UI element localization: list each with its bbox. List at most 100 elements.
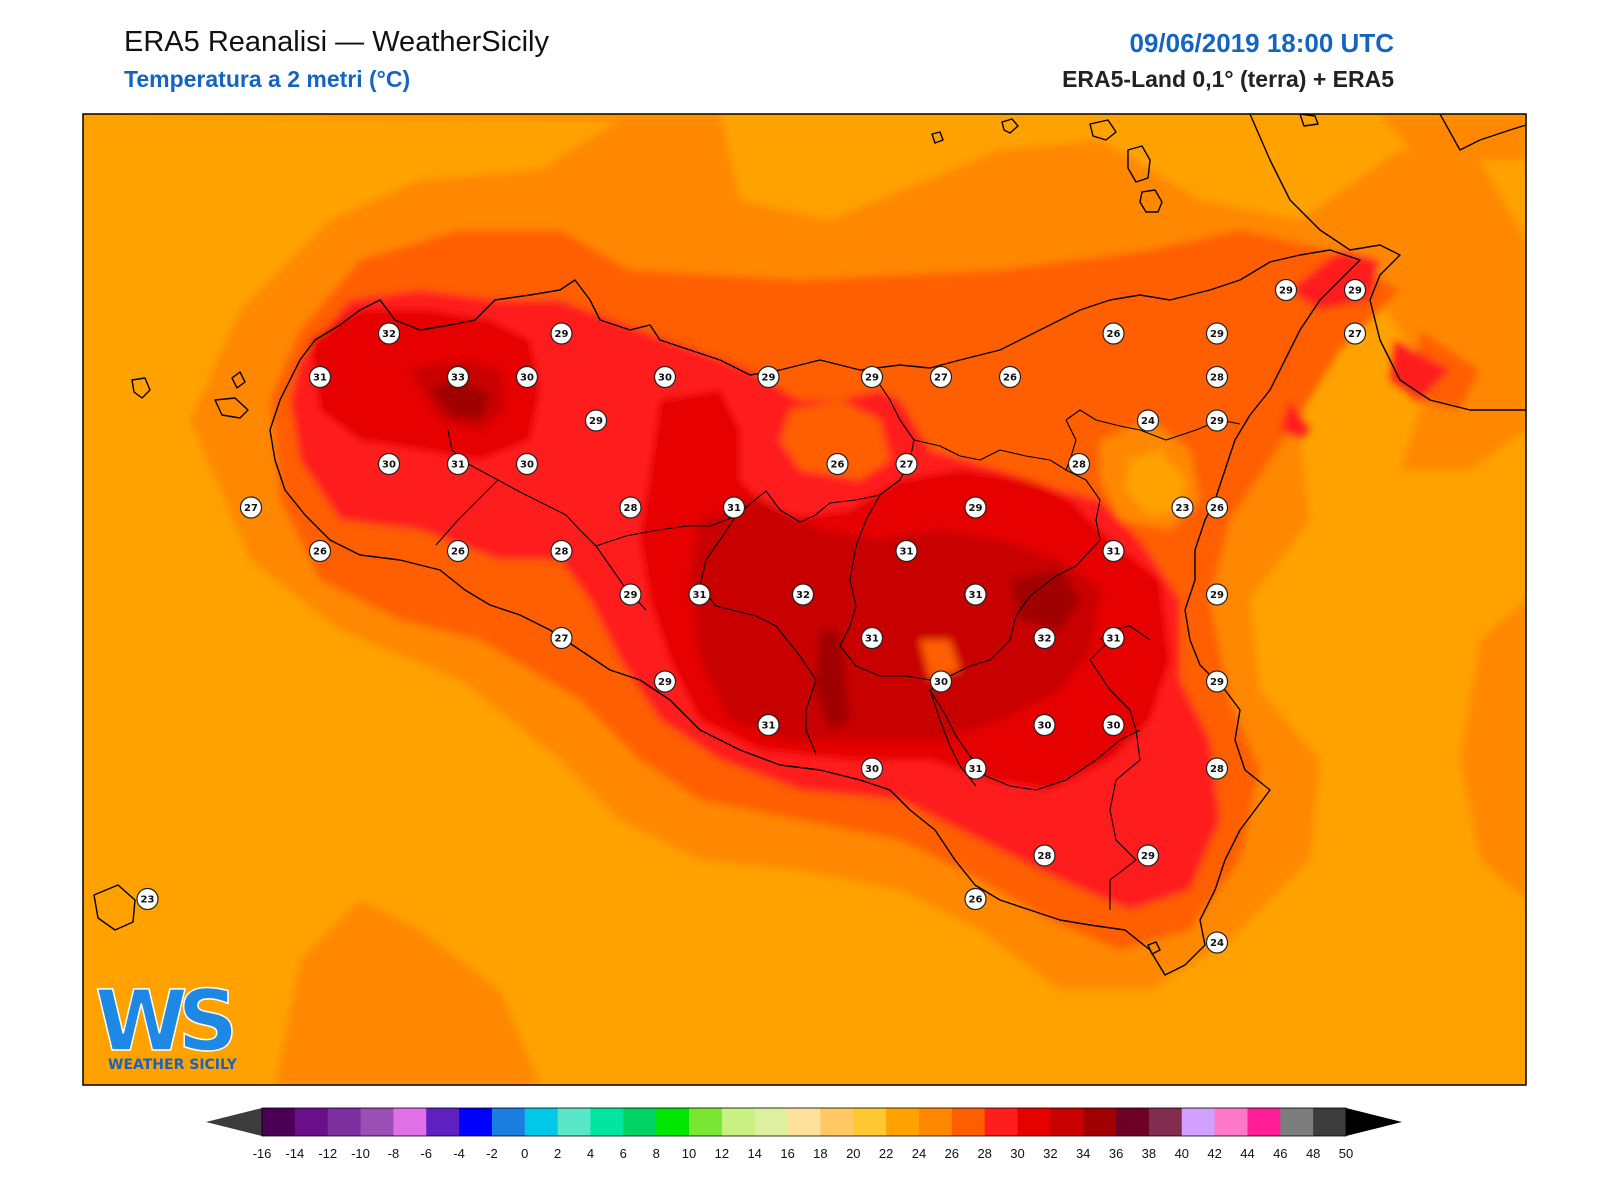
station-marker: 26 (826, 452, 849, 476)
island-alicudi (1001, 118, 1019, 134)
station-value: 31 (727, 503, 741, 514)
station-marker: 26 (964, 887, 987, 911)
station-circle (653, 670, 677, 693)
station-circle (377, 322, 401, 345)
map-subtitle: Temperatura a 2 metri (°C) (124, 66, 411, 92)
station-marker: 32 (1033, 626, 1056, 650)
station-circle (722, 496, 746, 519)
station-circle (515, 452, 539, 476)
station-circle (1205, 670, 1229, 693)
station-value: 29 (555, 329, 569, 340)
station-value: 31 (900, 547, 914, 558)
station-circle (1033, 626, 1056, 650)
colorbar-tick-label: -8 (388, 1146, 400, 1161)
station-value: 27 (934, 373, 948, 384)
station-value: 26 (969, 895, 983, 906)
station-value: 29 (624, 590, 638, 601)
island-ustica (931, 131, 944, 144)
station-circle (550, 539, 573, 563)
station-marker: 29 (1274, 278, 1298, 302)
station-value: 23 (141, 895, 155, 906)
station-marker: 30 (860, 757, 884, 780)
station-marker: 26 (998, 365, 1022, 389)
colorbar-tick-label: 0 (521, 1146, 528, 1161)
station-circle (1205, 322, 1229, 345)
colorbar-tick-label: 16 (780, 1146, 794, 1161)
colorbar-tick-label: 42 (1207, 1146, 1221, 1161)
station-circle (653, 365, 677, 389)
station-marker: 29 (584, 409, 608, 432)
station-marker: 30 (515, 452, 539, 476)
station-circle (688, 583, 711, 606)
colorbar-tick-label: 36 (1109, 1146, 1123, 1161)
station-marker: 33 (446, 365, 470, 389)
field-32-center (690, 500, 1100, 740)
colorbar-cell (426, 1108, 460, 1136)
colorbar-cell (459, 1108, 493, 1136)
station-value: 29 (1210, 677, 1224, 688)
station-value: 29 (1279, 286, 1293, 297)
station-circle (860, 626, 884, 650)
station-value: 30 (382, 460, 396, 471)
station-marker: 30 (1102, 713, 1125, 737)
station-circle (1205, 409, 1229, 432)
station-value: 29 (1210, 329, 1224, 340)
valid-datetime: 09/06/2019 18:00 UTC (1129, 28, 1394, 58)
colorbar-cell (1247, 1108, 1281, 1136)
station-value: 24 (1141, 416, 1155, 427)
station-circle (550, 322, 573, 345)
colorbar-cell (360, 1108, 394, 1136)
station-value: 30 (865, 764, 879, 775)
station-value: 26 (451, 547, 465, 558)
border-palermo-agrigento (497, 479, 647, 611)
station-marker: 29 (1136, 844, 1160, 867)
island-favignana (214, 397, 249, 419)
colorbar-tick-label: 6 (620, 1146, 627, 1161)
colorbar-cell (951, 1108, 986, 1136)
station-marker: 31 (688, 583, 711, 606)
station-value: 30 (520, 373, 534, 384)
colorbar-cell (656, 1108, 690, 1136)
colorbar-tick-label: 18 (813, 1146, 827, 1161)
colorbar-tick-label: 12 (715, 1146, 729, 1161)
station-value: 26 (1107, 329, 1121, 340)
station-circle (895, 539, 918, 563)
station-value: 32 (796, 590, 810, 601)
station-circle (1343, 278, 1367, 302)
dataset-label: ERA5-Land 0,1° (terra) + ERA5 (1062, 66, 1394, 92)
field-34-west (430, 380, 490, 420)
colorbar-cell (1181, 1108, 1216, 1136)
station-circle (1205, 757, 1229, 780)
station-value: 26 (831, 460, 845, 471)
station-circle (1102, 626, 1125, 650)
field-24-east (1460, 600, 1526, 900)
station-marker: 27 (239, 496, 263, 519)
station-value: 29 (1210, 416, 1224, 427)
station-marker: 23 (136, 887, 159, 911)
colorbar-cell (294, 1108, 329, 1136)
colorbar-cell (557, 1108, 591, 1136)
colorbar-cell (262, 1108, 296, 1136)
island-capo-passero (1147, 941, 1161, 955)
station-marker: 29 (860, 365, 884, 389)
colorbar-tick-label: 20 (846, 1146, 860, 1161)
station-circle (308, 539, 332, 563)
station-marker: 26 (308, 539, 332, 563)
island-pantelleria (93, 884, 136, 931)
island-levanzo (231, 371, 246, 389)
colorbar-cell (327, 1108, 362, 1136)
field-26-spot-south (920, 640, 960, 680)
colorbar-tick-label: 28 (977, 1146, 991, 1161)
station-marker: 24 (1205, 931, 1229, 954)
station-circle (1205, 583, 1229, 606)
colorbar-tick-label: 2 (554, 1146, 561, 1161)
colorbar-cell (984, 1108, 1019, 1136)
colorbar-tick-label: -12 (318, 1146, 337, 1161)
colorbar-tick-label: -6 (420, 1146, 432, 1161)
station-marker: 31 (722, 496, 746, 519)
station-marker: 32 (377, 322, 401, 345)
colorbar-cell (1214, 1108, 1248, 1136)
border-enna-messina (913, 439, 1101, 541)
station-marker: 29 (1205, 409, 1229, 432)
station-circle (895, 452, 918, 476)
